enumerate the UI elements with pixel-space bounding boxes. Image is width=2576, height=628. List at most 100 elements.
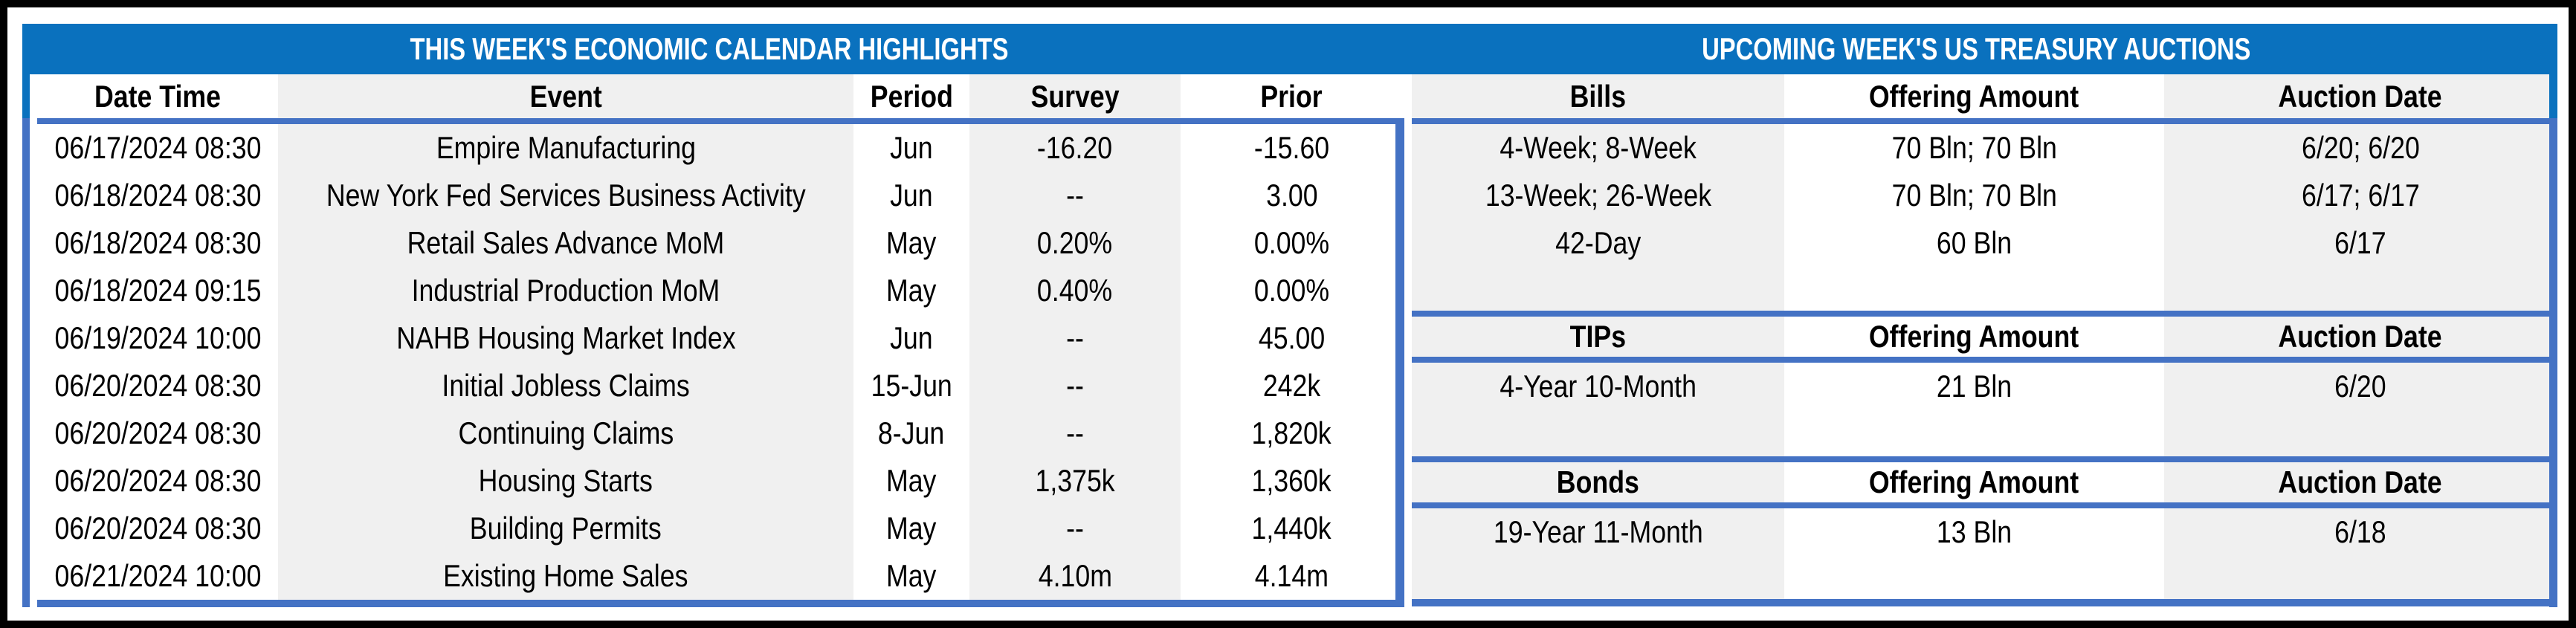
- header-rule: [1412, 118, 2557, 124]
- prior-cell: 4.14m: [1181, 552, 1403, 600]
- header-rule: [1412, 502, 2557, 508]
- header-offering-amount: Offering Amount: [1784, 462, 2164, 502]
- amount-cell: 13 Bln: [1784, 508, 2164, 556]
- period-cell: Jun: [853, 124, 969, 172]
- prior-cell: 45.00: [1181, 314, 1403, 362]
- amount-cell: 21 Bln: [1784, 363, 2164, 410]
- header-bonds: Bonds: [1412, 462, 1784, 502]
- period-cell: May: [853, 552, 969, 600]
- calendar-row: 06/18/2024 08:30 Retail Sales Advance Mo…: [37, 219, 1403, 267]
- prior-cell: -15.60: [1181, 124, 1403, 172]
- auction-row: 13-Week; 26-Week 70 Bln; 70 Bln 6/17; 6/…: [1412, 172, 2557, 219]
- event-cell: Building Permits: [278, 505, 853, 552]
- calendar-row: 06/20/2024 08:30 Building Permits May --…: [37, 505, 1403, 552]
- table-divider-border: [1395, 118, 1404, 607]
- date-cell: 06/20/2024 08:30: [37, 362, 278, 410]
- calendar-row: 06/17/2024 08:30 Empire Manufacturing Ju…: [37, 124, 1403, 172]
- period-cell: May: [853, 457, 969, 505]
- bills-header-row: Bills Offering Amount Auction Date: [1412, 74, 2557, 118]
- event-cell: Retail Sales Advance MoM: [278, 219, 853, 267]
- auction-row: 4-Week; 8-Week 70 Bln; 70 Bln 6/20; 6/20: [1412, 124, 2557, 172]
- empty-row: [1412, 267, 2557, 311]
- auction-date-cell: 6/17: [2164, 219, 2557, 267]
- period-cell: 8-Jun: [853, 410, 969, 457]
- survey-cell: 0.40%: [969, 267, 1181, 314]
- date-cell: 06/20/2024 08:30: [37, 457, 278, 505]
- survey-cell: --: [969, 505, 1181, 552]
- period-cell: Jun: [853, 172, 969, 219]
- section-rule: [1412, 456, 2557, 462]
- empty-row: [1412, 410, 2557, 456]
- auctions-right-border-header: [2549, 74, 2557, 118]
- survey-cell: --: [969, 314, 1181, 362]
- prior-cell: 0.00%: [1181, 267, 1403, 314]
- date-cell: 06/17/2024 08:30: [37, 124, 278, 172]
- prior-cell: 1,440k: [1181, 505, 1403, 552]
- auction-date-cell: 6/18: [2164, 508, 2557, 556]
- calendar-row: 06/18/2024 09:15 Industrial Production M…: [37, 267, 1403, 314]
- survey-cell: --: [969, 172, 1181, 219]
- tips-header-row: TIPs Offering Amount Auction Date: [1412, 317, 2557, 357]
- calendar-title: THIS WEEK'S ECONOMIC CALENDAR HIGHLIGHTS: [410, 31, 1008, 66]
- event-cell: NAHB Housing Market Index: [278, 314, 853, 362]
- date-cell: 06/19/2024 10:00: [37, 314, 278, 362]
- event-cell: New York Fed Services Business Activity: [278, 172, 853, 219]
- amount-cell: 70 Bln; 70 Bln: [1784, 172, 2164, 219]
- auction-date-cell: 6/20; 6/20: [2164, 124, 2557, 172]
- auction-row: 19-Year 11-Month 13 Bln 6/18: [1412, 508, 2557, 556]
- header-tips: TIPs: [1412, 317, 1784, 357]
- security-cell: 19-Year 11-Month: [1412, 508, 1784, 556]
- header-offering-amount: Offering Amount: [1784, 317, 2164, 357]
- calendar-row: 06/20/2024 08:30 Continuing Claims 8-Jun…: [37, 410, 1403, 457]
- header-auction-date: Auction Date: [2164, 74, 2557, 118]
- auction-date-cell: 6/17; 6/17: [2164, 172, 2557, 219]
- event-cell: Initial Jobless Claims: [278, 362, 853, 410]
- security-cell: 13-Week; 26-Week: [1412, 172, 1784, 219]
- header-auction-date: Auction Date: [2164, 462, 2557, 502]
- header-bills: Bills: [1412, 74, 1784, 118]
- calendar-row: 06/20/2024 08:30 Initial Jobless Claims …: [37, 362, 1403, 410]
- security-cell: 4-Week; 8-Week: [1412, 124, 1784, 172]
- auction-row: 4-Year 10-Month 21 Bln 6/20: [1412, 363, 2557, 410]
- survey-cell: -16.20: [969, 124, 1181, 172]
- calendar-row: 06/19/2024 10:00 NAHB Housing Market Ind…: [37, 314, 1403, 362]
- empty-row: [1412, 556, 2557, 599]
- event-cell: Industrial Production MoM: [278, 267, 853, 314]
- survey-cell: 0.20%: [969, 219, 1181, 267]
- auction-date-cell: 6/20: [2164, 363, 2557, 410]
- header-rule: [1412, 357, 2557, 363]
- header-auction-date: Auction Date: [2164, 317, 2557, 357]
- calendar-row: 06/20/2024 08:30 Housing Starts May 1,37…: [37, 457, 1403, 505]
- date-cell: 06/18/2024 08:30: [37, 219, 278, 267]
- period-cell: May: [853, 505, 969, 552]
- prior-cell: 3.00: [1181, 172, 1403, 219]
- header-prior: Prior: [1181, 74, 1403, 118]
- prior-cell: 242k: [1181, 362, 1403, 410]
- amount-cell: 60 Bln: [1784, 219, 2164, 267]
- event-cell: Housing Starts: [278, 457, 853, 505]
- prior-cell: 1,820k: [1181, 410, 1403, 457]
- economic-calendar-table: Date Time Event Period Survey Prior 06/1…: [37, 74, 1403, 607]
- security-cell: 42-Day: [1412, 219, 1784, 267]
- period-cell: May: [853, 219, 969, 267]
- survey-cell: --: [969, 362, 1181, 410]
- survey-cell: 1,375k: [969, 457, 1181, 505]
- calendar-row: 06/21/2024 10:00 Existing Home Sales May…: [37, 552, 1403, 600]
- amount-cell: 70 Bln; 70 Bln: [1784, 124, 2164, 172]
- calendar-header-row: Date Time Event Period Survey Prior: [37, 74, 1403, 118]
- period-cell: Jun: [853, 314, 969, 362]
- header-offering-amount: Offering Amount: [1784, 74, 2164, 118]
- event-cell: Empire Manufacturing: [278, 124, 853, 172]
- event-cell: Continuing Claims: [278, 410, 853, 457]
- event-cell: Existing Home Sales: [278, 552, 853, 600]
- date-cell: 06/18/2024 08:30: [37, 172, 278, 219]
- auctions-right-border: [2549, 118, 2557, 607]
- date-cell: 06/18/2024 09:15: [37, 267, 278, 314]
- date-cell: 06/20/2024 08:30: [37, 505, 278, 552]
- treasury-auctions-table: Bills Offering Amount Auction Date 4-Wee…: [1412, 74, 2557, 606]
- header-rule: [37, 118, 1403, 124]
- date-cell: 06/21/2024 10:00: [37, 552, 278, 600]
- security-cell: 4-Year 10-Month: [1412, 363, 1784, 410]
- prior-cell: 0.00%: [1181, 219, 1403, 267]
